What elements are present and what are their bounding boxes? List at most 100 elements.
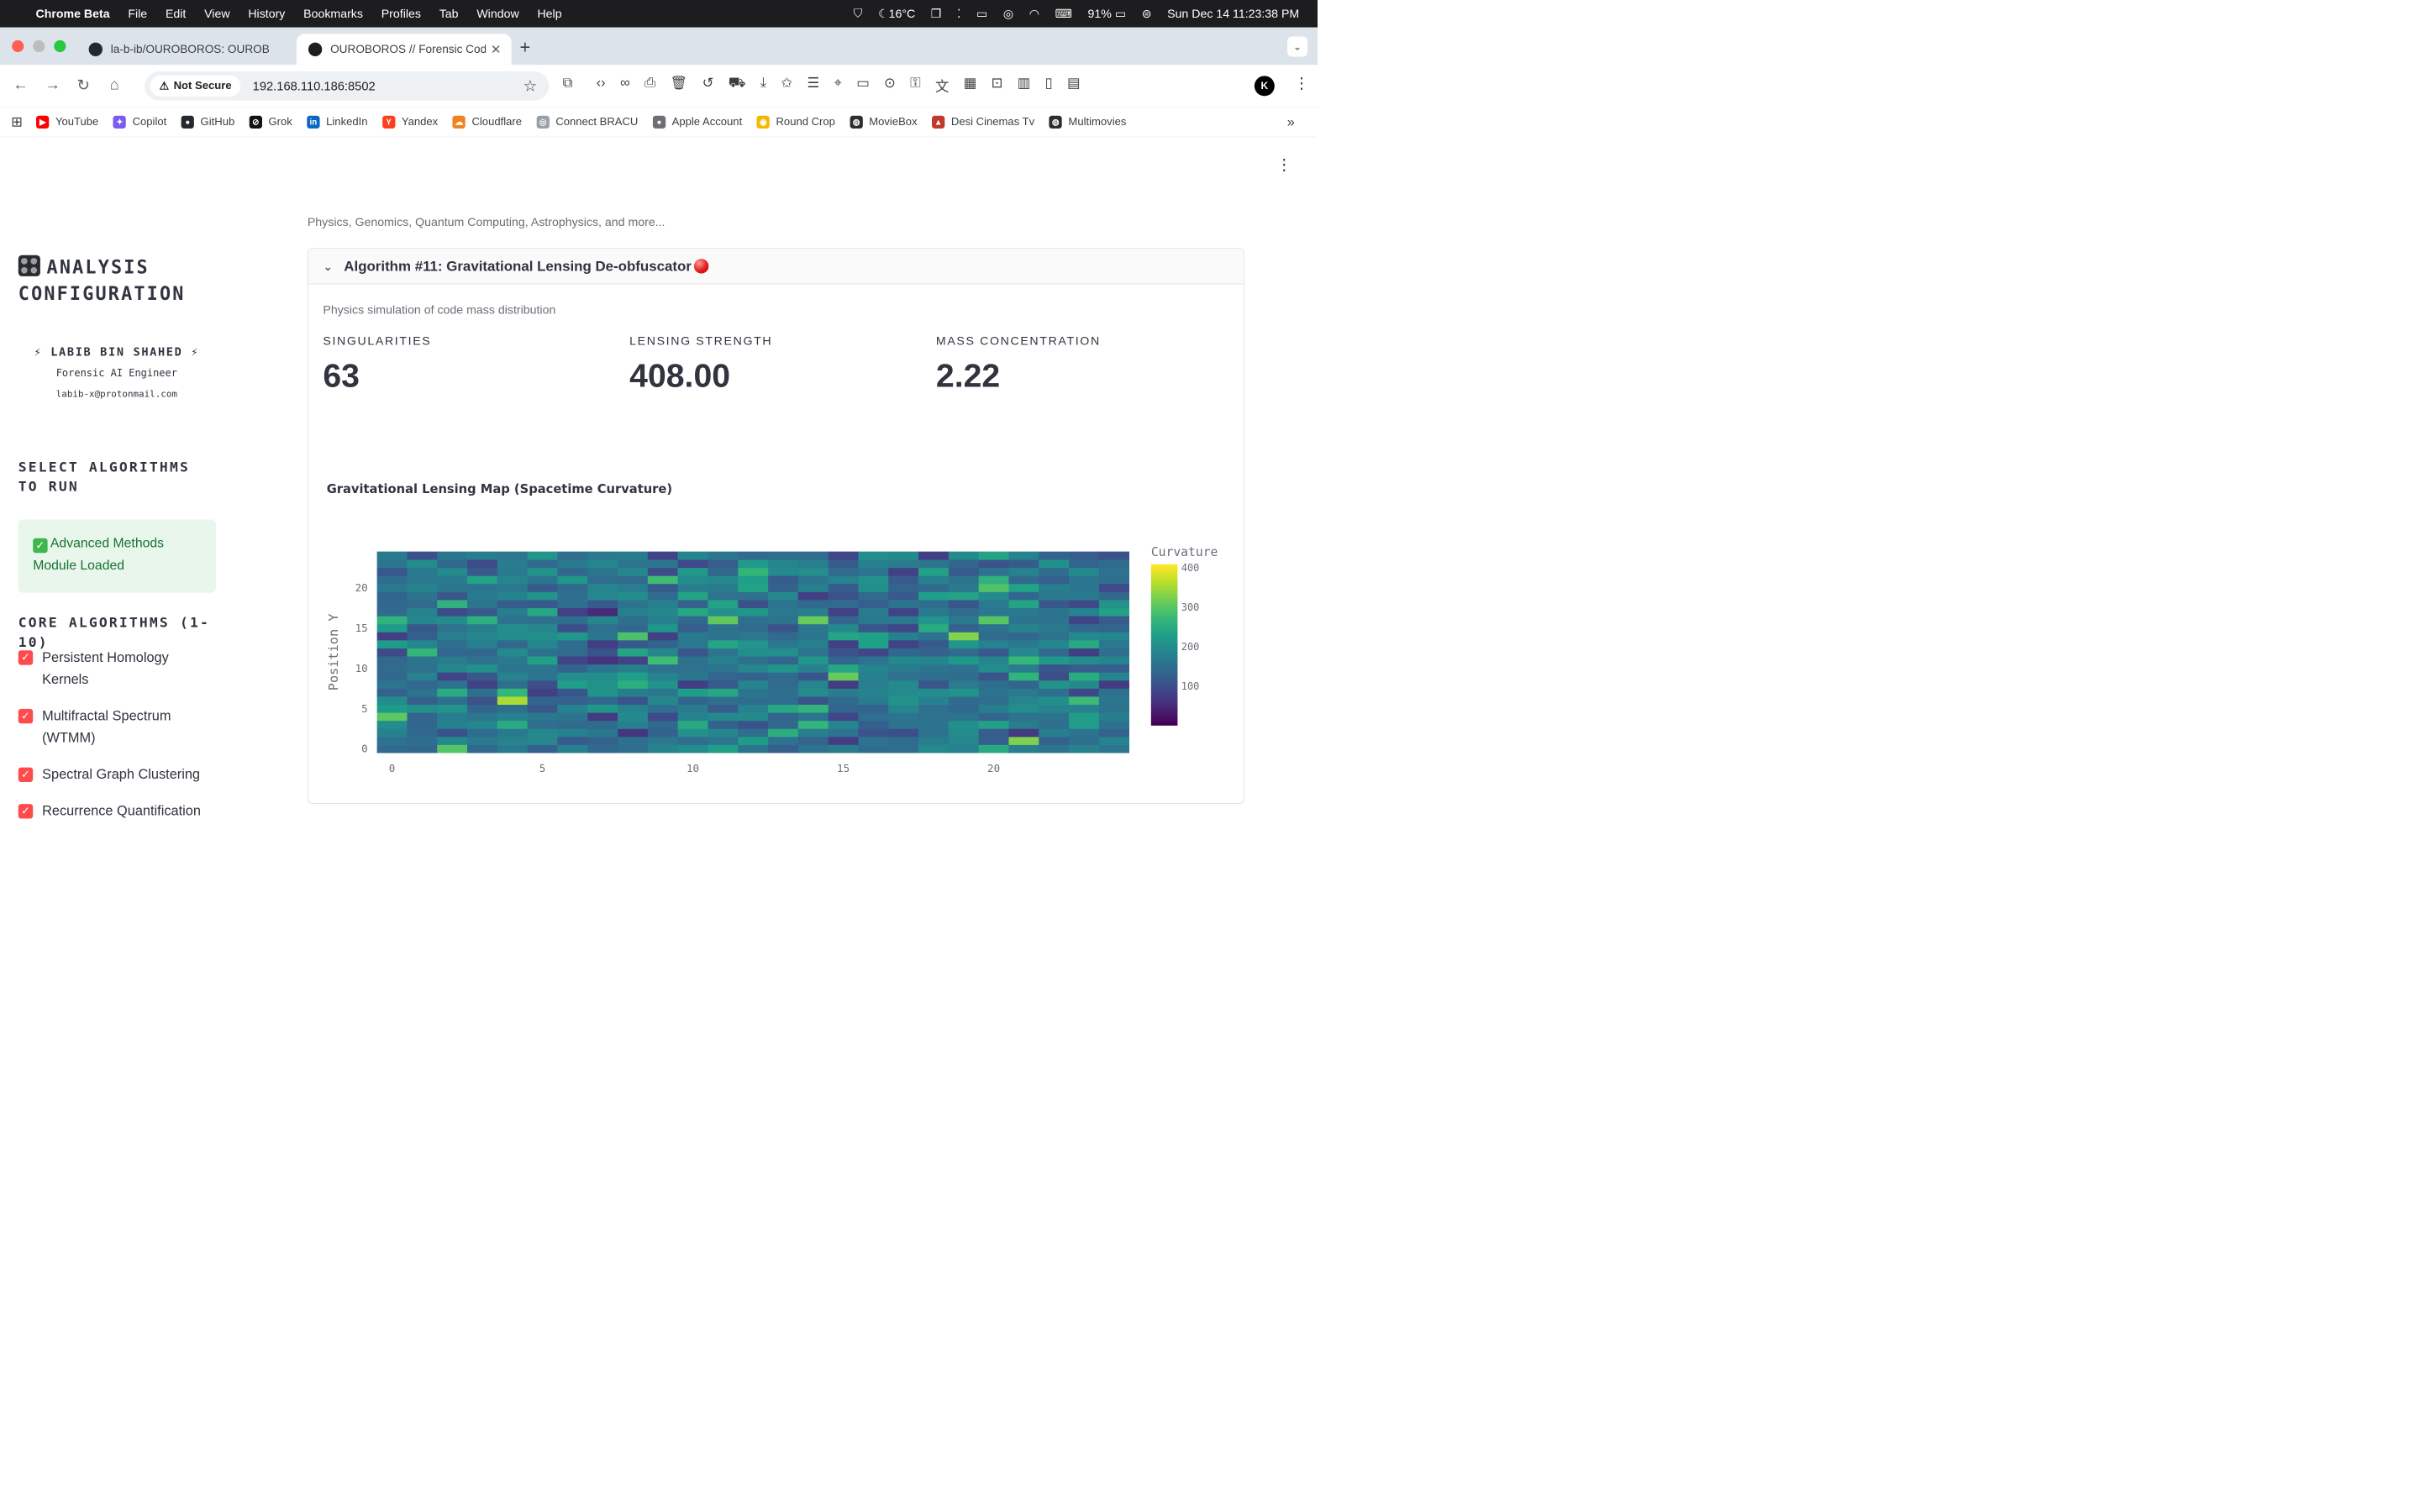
checkbox-checked-icon[interactable]: ✓	[18, 708, 34, 724]
shield-icon[interactable]: ⛉	[853, 6, 863, 20]
tab-github[interactable]: la-b-ib/OUROBOROS: OUROB	[76, 34, 296, 65]
bookmark-copilot[interactable]: ✦ Copilot	[113, 115, 166, 129]
checkbox-checked-icon[interactable]: ✓	[18, 650, 34, 665]
chevron-down-icon[interactable]: ⌄	[323, 259, 334, 273]
bookmark-youtube[interactable]: ▶ YouTube	[36, 115, 98, 129]
bookmark-moviebox[interactable]: ◍ MovieBox	[850, 115, 918, 129]
extensions-icon[interactable]: ⧉	[562, 75, 573, 91]
bookmark-multimovies[interactable]: ◍ Multimovies	[1049, 115, 1126, 129]
heatmap-cell	[376, 591, 408, 601]
menu-help[interactable]: Help	[537, 6, 562, 21]
heatmap-cell	[888, 680, 919, 689]
new-tab-button[interactable]: +	[519, 37, 531, 58]
card-icon[interactable]: ▭	[856, 75, 870, 91]
address-bar[interactable]: ⚠ Not Secure 192.168.110.186:8502 ☆	[145, 71, 550, 101]
keyboard-icon[interactable]: ⌨	[1055, 6, 1073, 21]
checkbox-checked-icon[interactable]: ✓	[18, 804, 34, 819]
expander-header[interactable]: ⌄ Algorithm #11: Gravitational Lensing D…	[308, 249, 1244, 285]
tab-search-button[interactable]: ⌄	[1287, 36, 1308, 57]
bookmark-desi-cinemas[interactable]: ▲ Desi Cinemas Tv	[932, 115, 1034, 129]
devices-icon[interactable]: ▯	[1044, 75, 1053, 91]
qr-icon[interactable]: ▦	[963, 75, 977, 91]
display-icon[interactable]: ▭	[976, 6, 988, 21]
algorithm-checkbox-spectral-graph[interactable]: ✓ Spectral Graph Clustering	[18, 764, 220, 785]
bookmark-round-crop[interactable]: ◉ Round Crop	[756, 115, 835, 129]
menu-view[interactable]: View	[204, 6, 230, 21]
incognito-icon[interactable]: ⛟	[728, 75, 746, 91]
download-icon[interactable]: ⤓	[760, 75, 766, 91]
bookmark-connect-bracu[interactable]: ◎ Connect BRACU	[536, 115, 638, 129]
bookmark-star-icon[interactable]: ☆	[523, 77, 538, 95]
battery-status[interactable]: 91% ▭	[1088, 7, 1127, 21]
bookmark-github[interactable]: ● GitHub	[181, 115, 234, 129]
forward-icon[interactable]: →	[45, 76, 60, 94]
clock[interactable]: Sun Dec 14 11:23:38 PM	[1167, 6, 1300, 21]
trash-icon[interactable]: 🗑	[670, 75, 688, 91]
heatmap-cell	[828, 583, 859, 592]
location-icon[interactable]: ⌖	[834, 75, 842, 91]
lensing-heatmap-chart[interactable]: Gravitational Lensing Map (Spacetime Cur…	[308, 432, 1244, 780]
heatmap-cell	[768, 632, 799, 641]
tab-ouroboros[interactable]: OUROBOROS // Forensic Code ✕	[296, 34, 512, 66]
menu-bookmarks[interactable]: Bookmarks	[303, 6, 363, 21]
key-icon[interactable]: ⚿	[910, 75, 921, 91]
window-icon[interactable]: ❐	[930, 6, 942, 21]
bookmark-cloudflare[interactable]: ☁ Cloudflare	[452, 115, 522, 129]
colorbar-segment	[1150, 577, 1178, 581]
link-icon[interactable]: ∞	[619, 75, 630, 91]
heatmap-cell	[618, 607, 649, 617]
menu-app-name[interactable]: Chrome Beta	[35, 6, 110, 21]
heatmap-cell	[918, 664, 950, 673]
app-menu-icon[interactable]: ⋮	[1276, 155, 1292, 174]
weather-status[interactable]: ☾16°C	[878, 7, 915, 21]
menu-edit[interactable]: Edit	[165, 6, 187, 21]
close-tab-icon[interactable]: ✕	[490, 42, 502, 57]
translate-icon[interactable]: 文	[935, 79, 950, 95]
heatmap-cell	[918, 680, 950, 689]
menu-profiles[interactable]: Profiles	[381, 6, 421, 21]
menu-history[interactable]: History	[248, 6, 286, 21]
code-icon[interactable]: ‹›	[596, 75, 606, 91]
bookmark-apple-account[interactable]: ● Apple Account	[652, 115, 742, 129]
back-icon[interactable]: ←	[13, 76, 29, 94]
apps-grid-icon[interactable]: ⊞	[11, 114, 23, 130]
wifi-icon[interactable]: ◠	[1028, 6, 1040, 21]
profile-avatar[interactable]: K	[1254, 76, 1275, 97]
minimize-window-button[interactable]	[33, 39, 45, 53]
close-window-button[interactable]	[12, 39, 24, 53]
print-icon[interactable]: ⎙	[644, 75, 656, 91]
colorbar-segment	[1150, 653, 1178, 656]
security-chip[interactable]: ⚠ Not Secure	[150, 75, 241, 97]
cast-icon[interactable]: ⊡	[991, 75, 1003, 91]
colorbar-segment	[1150, 660, 1178, 664]
heatmap-cell	[407, 600, 438, 609]
more-bookmarks-icon[interactable]: »	[1286, 114, 1295, 130]
dots-icon[interactable]: ⁚	[956, 6, 961, 21]
favorites-icon[interactable]: ✩	[781, 75, 793, 91]
history-icon[interactable]: ↺	[702, 75, 714, 91]
airdrop-icon[interactable]: ◎	[1002, 6, 1014, 21]
algorithm-checkbox-persistent-homology[interactable]: ✓ Persistent Homology Kernels	[18, 647, 211, 690]
checkbox-checked-icon[interactable]: ✓	[18, 767, 34, 782]
url-text[interactable]: 192.168.110.186:8502	[252, 78, 376, 93]
menu-window[interactable]: Window	[476, 6, 519, 21]
home-icon[interactable]: ⌂	[109, 76, 119, 94]
heatmap-cell	[918, 728, 950, 738]
sidepanel-icon[interactable]: ▤	[1067, 75, 1081, 91]
control-center-icon[interactable]: ⊜	[1141, 6, 1152, 21]
reload-icon[interactable]: ↻	[76, 76, 90, 94]
bookmark-grok[interactable]: ⊘ Grok	[249, 115, 292, 129]
heatmap-cell	[768, 656, 799, 665]
lens-icon[interactable]: ⊙	[884, 75, 896, 91]
reader-icon[interactable]: ☰	[807, 75, 820, 91]
menu-file[interactable]: File	[128, 6, 148, 21]
bookmark-yandex[interactable]: Y Yandex	[381, 115, 438, 129]
algorithm-checkbox-recurrence[interactable]: ✓ Recurrence Quantification	[18, 801, 220, 822]
menu-tab[interactable]: Tab	[439, 6, 459, 21]
reading-mode-icon[interactable]: ▥	[1017, 75, 1031, 91]
algorithm-checkbox-multifractal[interactable]: ✓ Multifractal Spectrum (WTMM)	[18, 706, 211, 749]
bookmark-linkedin[interactable]: in LinkedIn	[307, 115, 368, 129]
chrome-menu-icon[interactable]: ⋮	[1293, 74, 1310, 92]
heatmap-cell	[497, 680, 528, 689]
zoom-window-button[interactable]	[54, 39, 66, 53]
